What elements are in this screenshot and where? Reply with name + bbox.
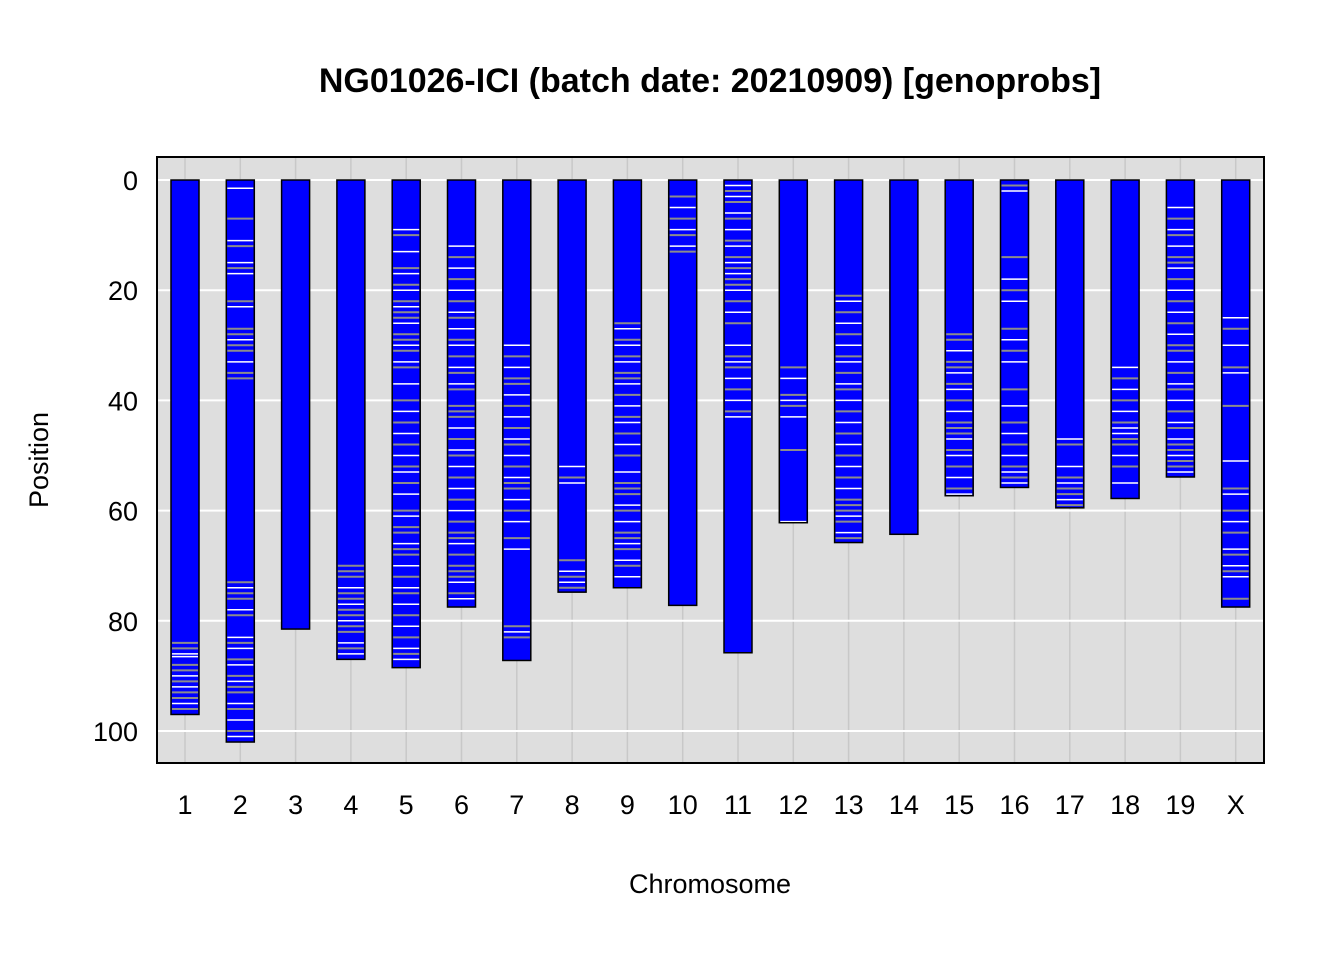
chromosome-bar-8 — [558, 180, 587, 593]
chromosome-17 — [1055, 179, 1085, 509]
x-tick-6: 6 — [454, 790, 469, 820]
x-axis-label: Chromosome — [629, 869, 791, 899]
x-tick-labels: 1 2 3 4 5 6 7 8 9 10 11 12 13 14 15 16 17 18 19 X — [177, 790, 1244, 820]
chromosome-outline-6 — [446, 179, 477, 608]
x-tick-4: 4 — [343, 790, 358, 820]
x-tick-17: 17 — [1055, 790, 1085, 820]
chromosome-outline-5 — [391, 179, 421, 669]
chromosome-bar-17 — [1055, 180, 1084, 508]
x-tick-16: 16 — [999, 790, 1029, 820]
x-tick-12: 12 — [778, 790, 808, 820]
x-tick-5: 5 — [399, 790, 414, 820]
chromosome-16 — [999, 179, 1030, 489]
chromosome-bar-18 — [1111, 180, 1140, 499]
chromosome-outline-12 — [778, 179, 809, 524]
chromosome-outline-3 — [280, 179, 311, 630]
chromosome-bar-X — [1221, 180, 1250, 608]
y-tick-60: 60 — [108, 497, 138, 527]
chromosome-19 — [1165, 179, 1196, 478]
chromosome-outline-18 — [1110, 179, 1140, 500]
chromosome-15 — [944, 179, 974, 497]
chromosome-3 — [280, 179, 311, 630]
x-tick-9: 9 — [620, 790, 635, 820]
chromosome-2 — [225, 179, 256, 743]
chromosome-bar-15 — [945, 180, 974, 496]
chromosome-bar-7 — [502, 180, 531, 661]
chromosome-bar-14 — [889, 180, 918, 535]
x-tick-18: 18 — [1110, 790, 1140, 820]
chromosome-13 — [833, 179, 864, 544]
chromosome-14 — [889, 179, 919, 536]
x-tick-11: 11 — [724, 790, 752, 820]
chromosome-outline-14 — [889, 179, 919, 536]
x-tick-3: 3 — [288, 790, 303, 820]
chromosome-outline-4 — [336, 179, 366, 661]
chromosome-12 — [778, 179, 809, 524]
chromosome-8 — [557, 179, 587, 593]
x-tick-19: 19 — [1165, 790, 1195, 820]
x-tick-10: 10 — [668, 790, 698, 820]
chromosome-bar-12 — [779, 180, 808, 523]
y-tick-0: 0 — [123, 166, 138, 196]
chromosome-bar-2 — [226, 180, 255, 743]
chromosome-outline-11 — [723, 179, 753, 654]
chromosome-outline-15 — [944, 179, 974, 497]
chromosome-bars — [170, 179, 1251, 743]
y-tick-labels: 0 20 40 60 80 100 — [93, 166, 138, 747]
y-axis-label: Position — [24, 412, 54, 508]
x-tick-7: 7 — [509, 790, 524, 820]
x-tick-2: 2 — [233, 790, 248, 820]
chromosome-bar-1 — [171, 180, 199, 715]
chromosome-9 — [612, 179, 643, 589]
y-tick-40: 40 — [108, 386, 138, 416]
y-tick-100: 100 — [93, 717, 138, 747]
x-tick-13: 13 — [834, 790, 864, 820]
x-tick-8: 8 — [565, 790, 580, 820]
y-tick-20: 20 — [108, 276, 138, 306]
chromosome-18 — [1110, 179, 1140, 500]
chromosome-bar-10 — [668, 180, 697, 606]
plot-background — [157, 157, 1264, 763]
plot-border — [156, 156, 1265, 764]
x-tick-15: 15 — [944, 790, 974, 820]
x-tick-X: X — [1227, 790, 1245, 820]
chromosome-outline-7 — [502, 179, 532, 662]
chromosome-bar-4 — [336, 180, 365, 660]
chromosome-outline-19 — [1165, 179, 1196, 478]
chromosome-outline-10 — [667, 179, 698, 607]
y-tick-80: 80 — [108, 607, 138, 637]
chromosome-outline-9 — [612, 179, 643, 589]
chromosome-outline-1 — [170, 179, 200, 716]
chromosome-outline-2 — [225, 179, 256, 743]
chromosome-1 — [170, 179, 200, 716]
chromosome-X — [1220, 179, 1251, 608]
x-tick-14: 14 — [889, 790, 919, 820]
chromosome-outline-X — [1220, 179, 1251, 608]
chromosome-bar-16 — [1000, 180, 1029, 488]
chromosome-outline-16 — [999, 179, 1030, 489]
chromosome-bar-19 — [1166, 180, 1195, 477]
chromosome-5 — [391, 179, 421, 669]
chromosome-outline-13 — [833, 179, 864, 544]
chromosome-7 — [502, 179, 532, 662]
x-tick-1: 1 — [177, 790, 192, 820]
chromosome-10 — [667, 179, 698, 607]
chart-title: NG01026-ICI (batch date: 20210909) [geno… — [319, 62, 1101, 100]
chromosome-6 — [446, 179, 477, 608]
chromosome-bar-6 — [447, 180, 476, 608]
chromosome-4 — [336, 179, 366, 661]
chromosome-bar-3 — [281, 180, 310, 630]
chromosome-bar-5 — [392, 180, 421, 668]
chromosome-outline-17 — [1055, 179, 1085, 509]
chromosome-11 — [723, 179, 753, 654]
chromosome-outline-8 — [557, 179, 587, 593]
